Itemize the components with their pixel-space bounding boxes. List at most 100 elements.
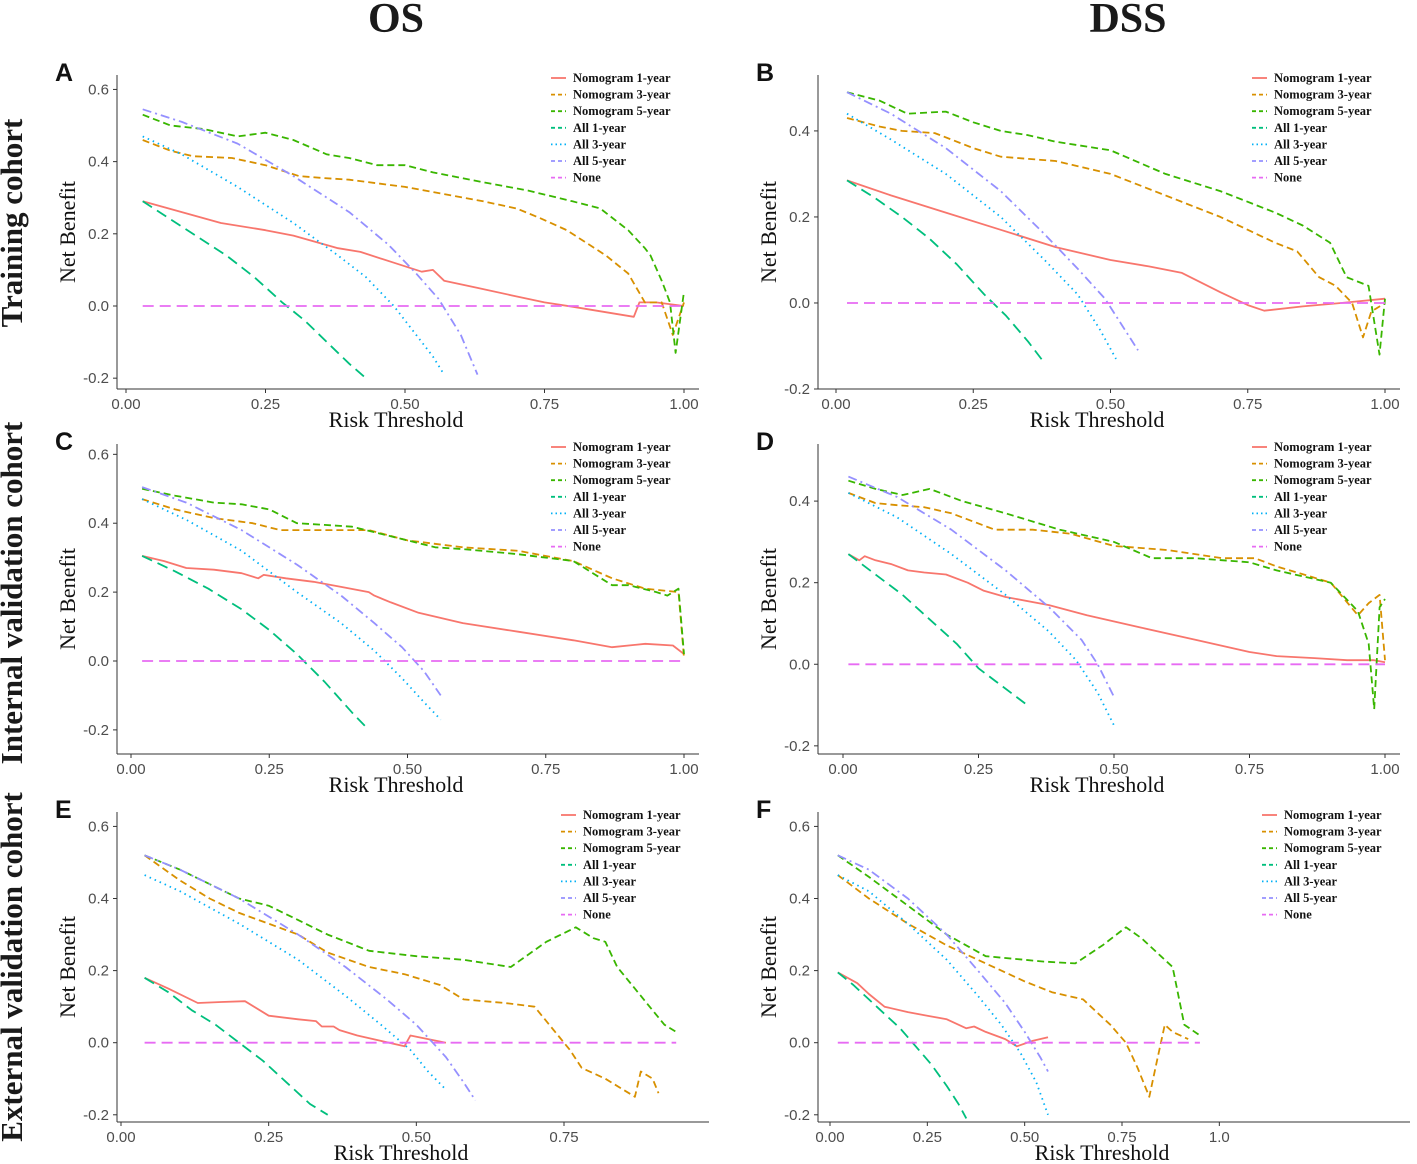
y-axis-title: Net Benefit: [55, 916, 80, 1018]
series-nomogram-1-year: [142, 200, 685, 318]
x-tick-label: 0.00: [815, 1129, 844, 1146]
y-tick-label: 0.0: [789, 1035, 810, 1052]
x-tick-label: 0.00: [116, 761, 145, 778]
x-tick-label: 0.00: [821, 396, 850, 413]
x-tick-label: 0.25: [964, 761, 993, 778]
series-all-5-year: [848, 475, 1115, 698]
series-all-3-year: [847, 492, 1115, 726]
x-tick-label: 0.75: [531, 761, 560, 778]
x-tick-label: 0.50: [1096, 396, 1125, 413]
x-tick-label: 0.50: [1010, 1129, 1039, 1146]
legend-label: All 5-year: [573, 154, 627, 168]
legend-label: Nomogram 5-year: [573, 104, 671, 118]
series-nomogram-5-year: [142, 113, 685, 354]
y-tick-label: 0.4: [789, 493, 810, 510]
panel-F: F -0.2 0.0 0.2 0.4 0.6 0.00 0.25 0.50 0.75 1.0 Risk…: [756, 796, 1410, 1164]
x-tick-label: 0.25: [959, 396, 988, 413]
legend-label: All 3-year: [573, 506, 627, 520]
x-tick-label: 0.75: [530, 396, 559, 413]
legend-label: All 5-year: [583, 891, 637, 905]
y-tick-label: 0.4: [88, 891, 109, 908]
series-all-1-year: [141, 555, 370, 731]
legend-label: All 1-year: [1274, 121, 1328, 135]
legend-label: Nomogram 1-year: [1274, 71, 1372, 85]
legend-label: All 3-year: [573, 137, 627, 151]
series-nomogram-5-year: [848, 479, 1386, 710]
series-all-1-year: [846, 179, 1046, 364]
legend-label: Nomogram 1-year: [1284, 808, 1382, 822]
legend-label: All 3-year: [583, 874, 637, 888]
x-tick-label: 0.50: [393, 761, 422, 778]
y-tick-label: 0.0: [88, 1035, 109, 1052]
x-tick-label: 0.50: [1099, 761, 1128, 778]
series-all-3-year: [141, 498, 442, 721]
y-tick-label: 0.6: [88, 818, 109, 835]
y-tick-label: 0.0: [789, 295, 810, 312]
x-tick-label: 0.00: [106, 1129, 135, 1146]
x-axis-title: Risk Threshold: [1030, 772, 1165, 797]
series-nomogram-3-year: [848, 492, 1386, 661]
y-tick-label: 0.2: [789, 209, 810, 226]
x-tick-label: 0.00: [828, 761, 857, 778]
y-tick-label: -0.2: [83, 370, 109, 387]
y-axis-title: Net Benefit: [756, 181, 781, 283]
legend-label: Nomogram 1-year: [573, 71, 671, 85]
x-tick-label: 0.25: [255, 761, 284, 778]
legend-label: All 3-year: [1274, 137, 1328, 151]
legend-label: Nomogram 3-year: [1284, 825, 1382, 839]
series-nomogram-3-year: [142, 139, 685, 336]
panel-label: B: [756, 59, 774, 87]
series-all-3-year: [142, 135, 445, 376]
series-all-5-year: [144, 854, 477, 1101]
y-tick-label: -0.2: [784, 1107, 810, 1124]
legend-label: Nomogram 3-year: [573, 88, 671, 102]
series-nomogram-5-year: [141, 487, 685, 655]
x-tick-label: 0.50: [390, 396, 419, 413]
x-tick-label: 1.0: [1209, 1129, 1230, 1146]
series-nomogram-5-year: [846, 91, 1386, 356]
panel-C: C -0.2 0.0 0.2 0.4 0.6 0.00 0.25 0.50 0.75 1.00 Ris…: [55, 428, 699, 797]
series-all-5-year: [141, 486, 442, 696]
column-title-os: OS: [368, 0, 424, 42]
legend-label: Nomogram 1-year: [583, 808, 681, 822]
y-tick-label: 0.2: [88, 963, 109, 980]
y-tick-label: 0.6: [88, 81, 109, 98]
legend-label: All 1-year: [573, 490, 627, 504]
panel-A: A -0.2 0.0 0.2 0.4 0.6 0.00 0.25 0.50 0.75 1.00 Ris…: [55, 59, 699, 432]
series-nomogram-3-year: [837, 874, 1189, 1098]
column-title-dss: DSS: [1089, 0, 1166, 42]
legend-label: All 3-year: [1274, 506, 1328, 520]
legend-label: Nomogram 3-year: [1274, 88, 1372, 102]
series-nomogram-1-year: [837, 971, 1049, 1048]
y-tick-label: 0.2: [789, 575, 810, 592]
y-tick-label: 0.2: [88, 226, 109, 243]
y-tick-label: -0.2: [784, 381, 810, 398]
legend-label: All 5-year: [1274, 523, 1328, 537]
legend-label: None: [1274, 171, 1302, 185]
x-tick-label: 0.25: [913, 1129, 942, 1146]
y-tick-label: 0.4: [789, 123, 810, 140]
series-nomogram-5-year: [144, 854, 677, 1033]
y-tick-label: 0.2: [789, 963, 810, 980]
series-all-5-year: [846, 91, 1139, 351]
legend-label: Nomogram 1-year: [1274, 440, 1372, 454]
panel-D: D -0.2 0.0 0.2 0.4 0.00 0.25 0.50 0.75 1.00 Risk T…: [756, 428, 1400, 797]
x-axis-title: Risk Threshold: [1030, 407, 1165, 432]
series-nomogram-1-year: [144, 976, 447, 1048]
x-tick-label: 0.25: [254, 1129, 283, 1146]
y-tick-label: 0.4: [88, 154, 109, 171]
legend-label: Nomogram 5-year: [583, 841, 681, 855]
row-title-training: Training cohort: [0, 118, 29, 327]
y-tick-label: 0.0: [789, 656, 810, 673]
series-all-1-year: [144, 977, 329, 1116]
y-tick-label: -0.2: [83, 722, 109, 739]
panel-label: E: [55, 796, 72, 824]
x-axis-title: Risk Threshold: [329, 407, 464, 432]
series-nomogram-1-year: [847, 553, 1386, 664]
legend-label: None: [1274, 540, 1302, 554]
series-all-1-year: [847, 553, 1028, 706]
series-all-5-year: [837, 854, 1049, 1072]
legend-label: Nomogram 5-year: [1274, 104, 1372, 118]
legend-label: Nomogram 3-year: [573, 457, 671, 471]
